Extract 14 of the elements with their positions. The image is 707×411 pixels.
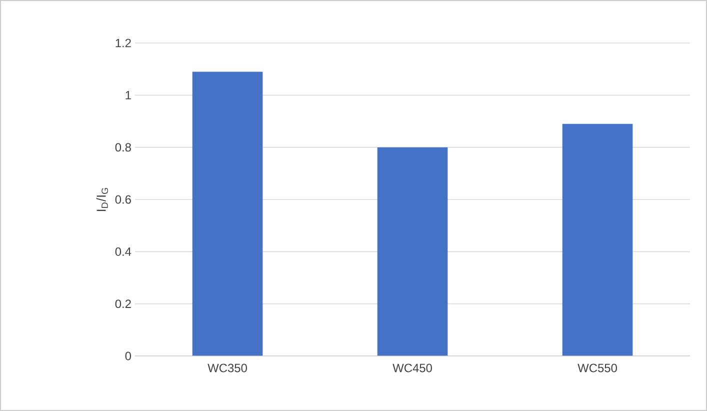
bar (192, 72, 263, 356)
bar (562, 124, 633, 356)
x-tick-label: WC550 (578, 364, 617, 372)
x-tick-label: WC350 (208, 364, 247, 372)
bar (377, 147, 448, 356)
y-axis-title: I$_{D}$/I$_{G}$ (96, 188, 108, 211)
y-tick-label: 1.2 (116, 38, 131, 48)
y-tick-label: 0.4 (115, 247, 132, 256)
y-tick-label: 1 (126, 91, 131, 100)
y-tick-label: 0.6 (115, 195, 131, 204)
x-tick-label: WC450 (392, 364, 432, 372)
y-tick-label: 0.2 (115, 300, 131, 308)
y-tick-label: 0.8 (115, 143, 131, 152)
y-tick-label: 0 (125, 352, 132, 360)
